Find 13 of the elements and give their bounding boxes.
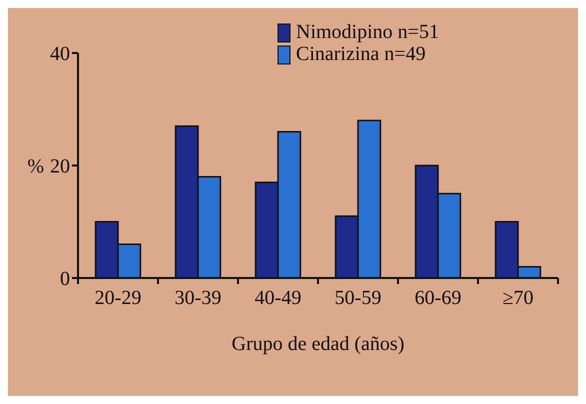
x-tick-label: 40-49 (254, 287, 302, 309)
y-axis-title: % (27, 156, 44, 178)
x-tick-label: 60-69 (414, 287, 462, 309)
legend-label: Cinarizina n=49 (296, 43, 426, 65)
x-tick-label: ≥70 (502, 287, 534, 309)
legend-label: Nimodipino n=51 (296, 21, 439, 43)
y-tick-label: 40 (50, 43, 70, 65)
y-tick-label: 0 (60, 268, 70, 290)
x-axis-title: Grupo de edad (años) (232, 333, 404, 355)
x-tick-label: 20-29 (94, 287, 142, 309)
x-tick-label: 30-39 (174, 287, 222, 309)
y-tick-label: 20 (50, 156, 70, 178)
x-tick-label: 50-59 (334, 287, 382, 309)
